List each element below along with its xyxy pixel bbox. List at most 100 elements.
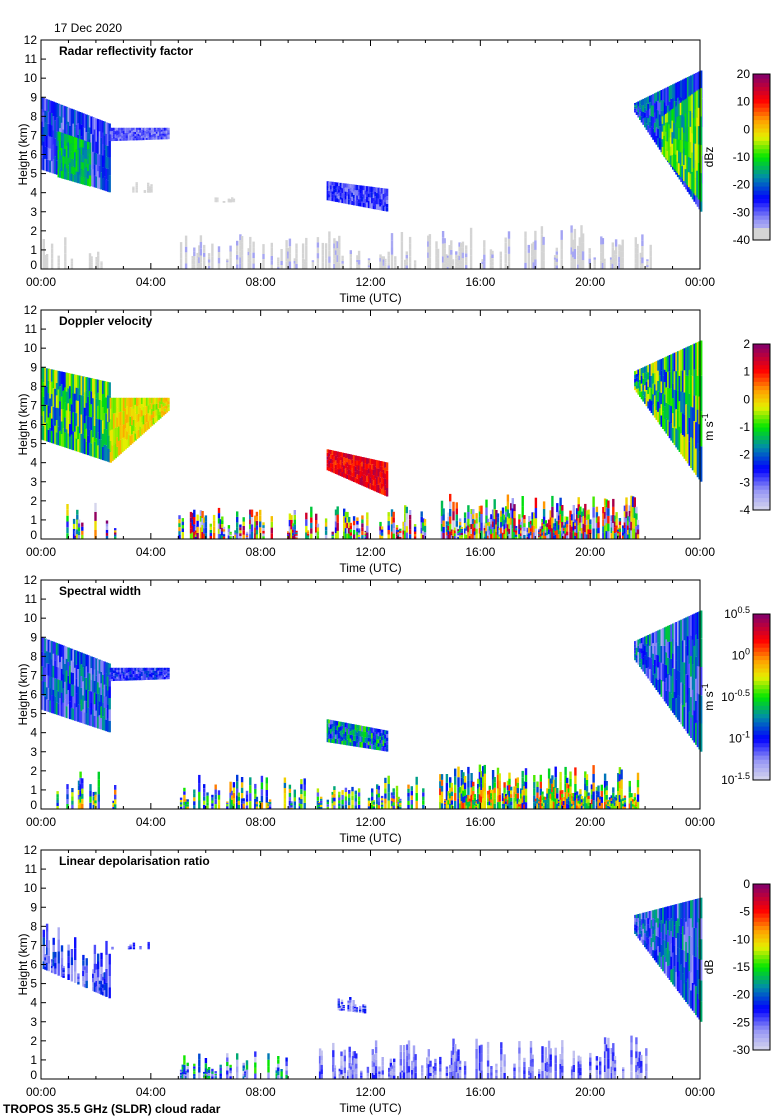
echo-cell bbox=[687, 172, 691, 188]
colorbar-swatch bbox=[753, 103, 770, 108]
echo-cell bbox=[316, 792, 320, 797]
echo-cell bbox=[691, 639, 695, 665]
echo-cell bbox=[184, 235, 188, 242]
echo-cell bbox=[344, 796, 348, 801]
echo-cell bbox=[407, 792, 410, 797]
echo-cell bbox=[351, 804, 354, 809]
echo-cell bbox=[693, 613, 696, 646]
colorbar-swatch bbox=[753, 161, 770, 166]
echo-cell bbox=[369, 464, 372, 471]
echo-cell bbox=[390, 798, 394, 801]
echo-cell bbox=[637, 369, 640, 376]
echo-cell bbox=[131, 130, 134, 135]
echo-cell bbox=[501, 513, 505, 521]
echo-cell bbox=[329, 189, 333, 194]
echo-cell bbox=[67, 661, 70, 676]
echo-cell bbox=[675, 428, 678, 448]
echo-cell bbox=[666, 141, 669, 151]
echo-cell bbox=[544, 532, 547, 536]
echo-cell bbox=[533, 512, 536, 520]
echo-cell bbox=[55, 160, 59, 175]
echo-cell bbox=[695, 700, 698, 723]
echo-cell bbox=[92, 792, 95, 797]
echo-cell bbox=[348, 734, 351, 741]
echo-cell bbox=[377, 732, 380, 736]
echo-cell bbox=[341, 261, 344, 264]
echo-cell bbox=[456, 260, 460, 263]
echo-cell bbox=[305, 512, 308, 520]
echo-cell bbox=[262, 259, 265, 264]
echo-cell bbox=[77, 686, 80, 705]
echo-cell bbox=[265, 802, 268, 809]
echo-cell bbox=[60, 433, 64, 447]
echo-cell bbox=[134, 127, 137, 130]
echo-cell bbox=[145, 675, 149, 678]
echo-cell bbox=[217, 252, 221, 258]
echo-cell bbox=[152, 127, 155, 131]
echo-cell bbox=[100, 671, 103, 684]
echo-cell bbox=[203, 256, 206, 261]
echo-cell bbox=[359, 725, 362, 732]
echo-cell bbox=[121, 138, 124, 141]
echo-cell bbox=[42, 239, 45, 247]
echo-cell bbox=[67, 418, 70, 434]
echo-cell bbox=[103, 121, 106, 136]
echo-cell bbox=[232, 199, 236, 201]
echo-cell bbox=[80, 376, 83, 396]
echo-cell bbox=[262, 254, 265, 259]
echo-cell bbox=[379, 488, 382, 494]
echo-cell bbox=[132, 667, 136, 671]
echo-cell bbox=[87, 416, 90, 436]
y-tick-label: 1 bbox=[30, 243, 37, 257]
echo-cell bbox=[300, 784, 303, 790]
echo-cell bbox=[354, 735, 357, 742]
echo-cell bbox=[67, 135, 70, 143]
echo-cell bbox=[333, 248, 336, 254]
echo-cell bbox=[70, 258, 74, 262]
echo-cell bbox=[328, 237, 331, 244]
echo-cell bbox=[89, 796, 92, 803]
echo-cell bbox=[700, 411, 703, 447]
echo-cell bbox=[348, 797, 351, 802]
echo-cell bbox=[147, 188, 150, 191]
echo-cell bbox=[324, 253, 328, 259]
echo-cell bbox=[150, 667, 154, 671]
echo-cell bbox=[500, 527, 503, 534]
echo-cell bbox=[650, 126, 653, 138]
echo-cell bbox=[44, 681, 47, 697]
echo-cell bbox=[59, 371, 62, 387]
echo-cell bbox=[697, 126, 701, 145]
echo-cell bbox=[580, 522, 584, 528]
echo-cell bbox=[539, 526, 542, 529]
echo-cell bbox=[514, 528, 518, 531]
echo-cell bbox=[95, 399, 98, 419]
echo-cell bbox=[285, 240, 288, 248]
echo-cell bbox=[92, 378, 95, 399]
echo-cell bbox=[647, 118, 650, 126]
echo-cell bbox=[505, 506, 508, 512]
echo-cell bbox=[662, 375, 665, 394]
echo-cell bbox=[407, 804, 410, 809]
echo-cell bbox=[690, 635, 693, 657]
echo-cell bbox=[50, 125, 54, 138]
echo-cell bbox=[227, 200, 231, 202]
echo-cell bbox=[653, 103, 657, 113]
echo-cell bbox=[193, 805, 196, 809]
echo-cell bbox=[42, 695, 45, 711]
echo-cell bbox=[637, 382, 640, 389]
echo-cell bbox=[488, 521, 491, 527]
echo-cell bbox=[121, 678, 124, 681]
echo-cell bbox=[203, 244, 206, 249]
echo-cell bbox=[149, 667, 152, 671]
echo-cell bbox=[376, 794, 379, 800]
echo-cell bbox=[392, 511, 395, 518]
echo-cell bbox=[612, 523, 615, 531]
echo-cell bbox=[231, 197, 234, 199]
echo-cell bbox=[119, 676, 122, 679]
echo-cell bbox=[575, 532, 579, 539]
echo-cell bbox=[229, 798, 232, 804]
echo-cell bbox=[669, 128, 673, 138]
echo-cell bbox=[636, 529, 640, 535]
echo-cell bbox=[439, 781, 442, 789]
echo-cell bbox=[538, 528, 541, 531]
